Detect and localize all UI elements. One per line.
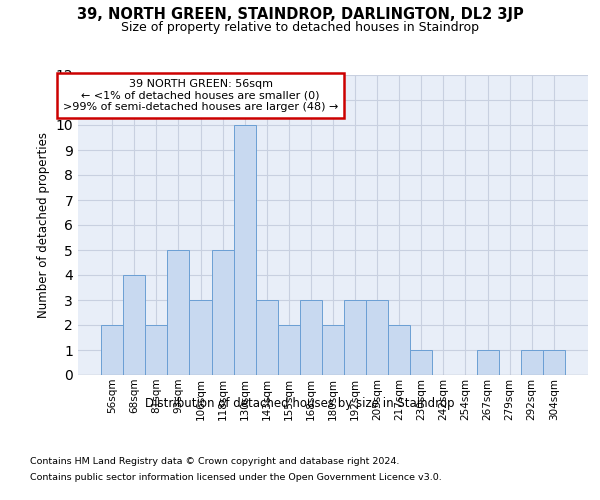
Bar — [212, 250, 233, 375]
Bar — [521, 350, 543, 375]
Bar — [366, 300, 388, 375]
Y-axis label: Number of detached properties: Number of detached properties — [37, 132, 50, 318]
Bar — [190, 300, 212, 375]
Bar — [145, 325, 167, 375]
Bar — [543, 350, 565, 375]
Bar — [476, 350, 499, 375]
Bar — [123, 275, 145, 375]
Bar — [300, 300, 322, 375]
Bar — [278, 325, 300, 375]
Bar — [233, 125, 256, 375]
Text: Contains public sector information licensed under the Open Government Licence v3: Contains public sector information licen… — [30, 472, 442, 482]
Bar — [256, 300, 278, 375]
Bar — [322, 325, 344, 375]
Text: 39 NORTH GREEN: 56sqm
← <1% of detached houses are smaller (0)
>99% of semi-deta: 39 NORTH GREEN: 56sqm ← <1% of detached … — [63, 78, 338, 112]
Text: Contains HM Land Registry data © Crown copyright and database right 2024.: Contains HM Land Registry data © Crown c… — [30, 458, 400, 466]
Bar — [388, 325, 410, 375]
Text: 39, NORTH GREEN, STAINDROP, DARLINGTON, DL2 3JP: 39, NORTH GREEN, STAINDROP, DARLINGTON, … — [77, 8, 523, 22]
Text: Size of property relative to detached houses in Staindrop: Size of property relative to detached ho… — [121, 22, 479, 35]
Bar — [101, 325, 123, 375]
Bar — [410, 350, 433, 375]
Text: Distribution of detached houses by size in Staindrop: Distribution of detached houses by size … — [145, 398, 455, 410]
Bar — [167, 250, 190, 375]
Bar — [344, 300, 366, 375]
